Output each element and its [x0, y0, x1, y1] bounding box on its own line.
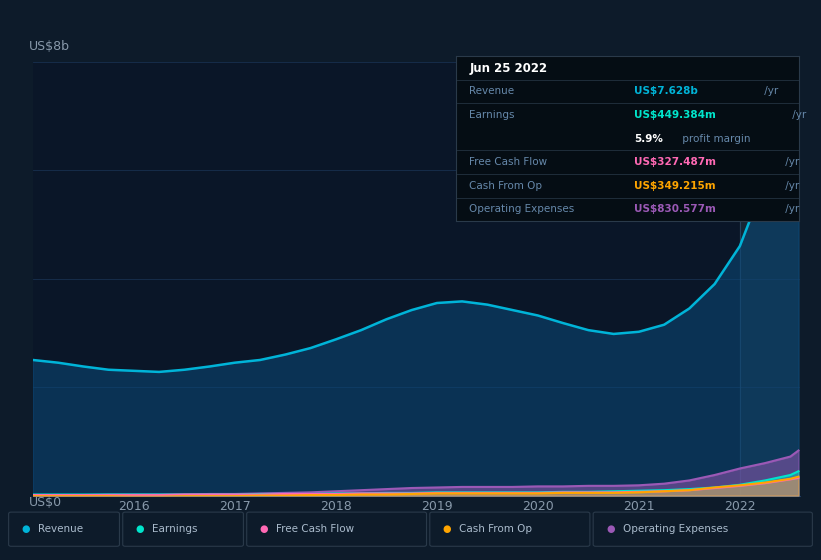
Text: ●: ●	[135, 524, 144, 534]
Text: US$349.215m: US$349.215m	[634, 181, 716, 191]
Text: /yr: /yr	[782, 181, 799, 191]
Text: Cash From Op: Cash From Op	[470, 181, 543, 191]
Text: ●: ●	[21, 524, 30, 534]
Text: ●: ●	[606, 524, 615, 534]
Text: Cash From Op: Cash From Op	[460, 524, 532, 534]
Text: US$8b: US$8b	[29, 40, 70, 53]
Text: US$7.628b: US$7.628b	[634, 86, 698, 96]
Text: ●: ●	[259, 524, 268, 534]
Text: Revenue: Revenue	[38, 524, 83, 534]
Text: US$0: US$0	[29, 496, 62, 508]
Text: US$449.384m: US$449.384m	[634, 110, 716, 120]
Text: Operating Expenses: Operating Expenses	[623, 524, 728, 534]
Text: Operating Expenses: Operating Expenses	[470, 204, 575, 214]
Text: 5.9%: 5.9%	[634, 134, 663, 143]
Text: Free Cash Flow: Free Cash Flow	[277, 524, 355, 534]
Bar	[740, 62, 800, 496]
Text: Earnings: Earnings	[470, 110, 515, 120]
Text: Jun 25 2022: Jun 25 2022	[470, 63, 548, 76]
Text: /yr: /yr	[761, 86, 778, 96]
Text: /yr: /yr	[782, 157, 799, 167]
Text: /yr: /yr	[788, 110, 805, 120]
Text: /yr: /yr	[782, 204, 799, 214]
Text: Free Cash Flow: Free Cash Flow	[470, 157, 548, 167]
Text: profit margin: profit margin	[679, 134, 750, 143]
Text: US$327.487m: US$327.487m	[634, 157, 716, 167]
Text: ●: ●	[443, 524, 452, 534]
Text: Earnings: Earnings	[152, 524, 198, 534]
Text: US$830.577m: US$830.577m	[634, 204, 716, 214]
Text: Revenue: Revenue	[470, 86, 515, 96]
